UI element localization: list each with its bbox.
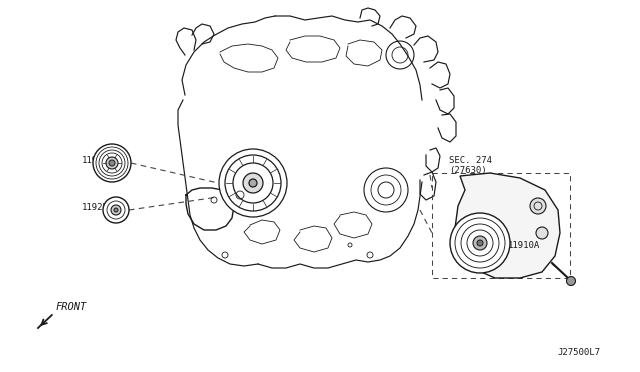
Text: 11925MA: 11925MA <box>82 156 120 165</box>
Polygon shape <box>455 173 560 278</box>
Circle shape <box>243 173 263 193</box>
Circle shape <box>473 236 487 250</box>
Circle shape <box>530 198 546 214</box>
Circle shape <box>114 208 118 212</box>
Text: SEC. 274: SEC. 274 <box>449 156 492 165</box>
Text: 11925M: 11925M <box>82 203 115 212</box>
Text: FRONT: FRONT <box>56 302 87 312</box>
Text: (27630): (27630) <box>449 166 486 175</box>
Circle shape <box>106 157 118 169</box>
Circle shape <box>249 179 257 187</box>
Circle shape <box>450 213 510 273</box>
Text: 11910A: 11910A <box>508 241 540 250</box>
Circle shape <box>566 276 575 285</box>
Circle shape <box>219 149 287 217</box>
Text: J27500L7: J27500L7 <box>557 348 600 357</box>
Circle shape <box>111 205 121 215</box>
Circle shape <box>477 240 483 246</box>
Circle shape <box>103 197 129 223</box>
Circle shape <box>536 227 548 239</box>
Circle shape <box>93 144 131 182</box>
Circle shape <box>109 160 115 166</box>
